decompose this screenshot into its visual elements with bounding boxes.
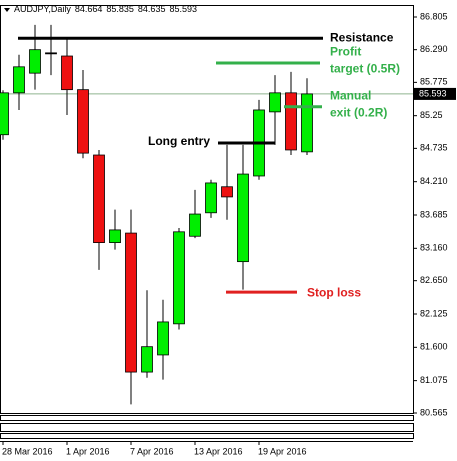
candle-body xyxy=(13,66,25,94)
y-tick-label: 82.125 xyxy=(420,308,448,318)
level-label: Resistance xyxy=(330,30,394,44)
y-tick-label: 81.600 xyxy=(420,342,448,352)
candle-body xyxy=(205,182,217,214)
menu-icon xyxy=(4,8,10,12)
level-label: Long entry xyxy=(148,134,210,148)
indicator-panel xyxy=(0,415,414,421)
y-tick-label: 83.685 xyxy=(420,209,448,219)
y-tick-label: 85.25 xyxy=(420,110,443,120)
low-value: 84.635 xyxy=(138,4,166,14)
y-tick-label: 82.650 xyxy=(420,275,448,285)
x-tick-label: 19 Apr 2016 xyxy=(258,446,307,456)
level-label: exit (0.2R) xyxy=(330,105,387,119)
x-tick-label: 7 Apr 2016 xyxy=(130,446,174,456)
y-tick-label: 85.775 xyxy=(420,77,448,87)
level-label: Profit xyxy=(330,45,361,59)
symbol: AUDJPY,Daily xyxy=(14,4,71,14)
candle-body xyxy=(237,173,249,263)
candle-body xyxy=(221,186,233,198)
candle-body xyxy=(173,231,185,325)
chart-header: AUDJPY,Daily 84.664 85.835 84.635 85.593 xyxy=(14,4,197,14)
current-price-label: 85.593 xyxy=(419,88,447,98)
candle-body xyxy=(141,346,153,373)
current-price-tag xyxy=(414,87,456,100)
x-tick-label: 1 Apr 2016 xyxy=(66,446,110,456)
candle-body xyxy=(189,213,201,237)
candle-body xyxy=(61,55,73,91)
candle-body xyxy=(269,92,281,113)
level-label: Stop loss xyxy=(307,285,361,299)
candle-body xyxy=(109,229,121,244)
x-tick-label: 13 Apr 2016 xyxy=(194,446,243,456)
candle-body xyxy=(125,232,137,373)
close-value: 85.593 xyxy=(169,4,197,14)
indicator-panel xyxy=(0,433,414,439)
indicator-panel xyxy=(0,423,414,432)
y-tick-label: 86.290 xyxy=(420,44,448,54)
y-tick-label: 83.160 xyxy=(420,243,448,253)
candle-body xyxy=(301,93,313,153)
candle-body xyxy=(157,321,169,356)
y-tick-label: 81.075 xyxy=(420,375,448,385)
y-tick-label: 84.735 xyxy=(420,143,448,153)
candle-body xyxy=(93,154,105,244)
level-label: target (0.5R) xyxy=(330,62,400,76)
open-value: 84.664 xyxy=(75,4,103,14)
candle-body xyxy=(45,52,57,55)
candle-body xyxy=(29,49,41,74)
candle-body xyxy=(77,89,89,154)
y-tick-label: 86.805 xyxy=(420,11,448,21)
candle-body xyxy=(0,92,9,136)
level-label: Manual xyxy=(330,88,371,102)
y-tick-label: 80.565 xyxy=(420,407,448,417)
high-value: 85.835 xyxy=(106,4,134,14)
y-tick-label: 84.210 xyxy=(420,176,448,186)
candle-body xyxy=(285,92,297,151)
x-tick-label: 28 Mar 2016 xyxy=(2,446,53,456)
